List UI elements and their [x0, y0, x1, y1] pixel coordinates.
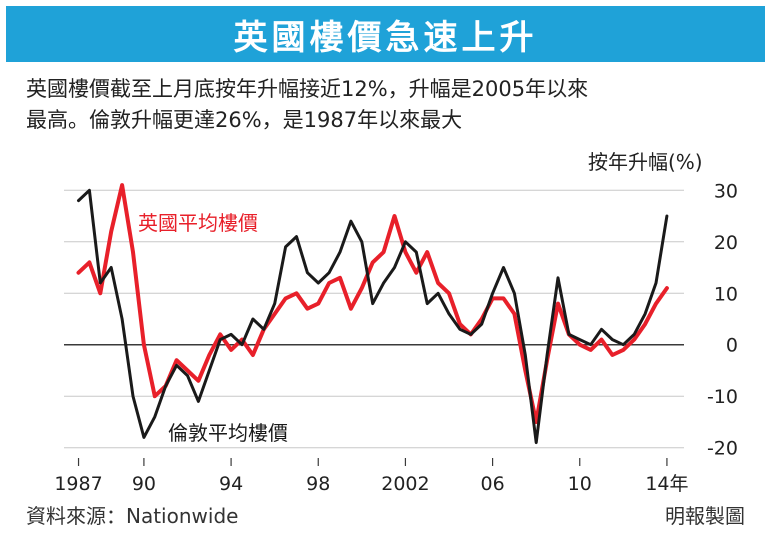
x-tick-label: 90	[132, 473, 156, 495]
description-line-2: 最高。倫敦升幅更達26%，是1987年以來最大	[26, 108, 463, 132]
description: 英國樓價截至上月底按年升幅接近12%，升幅是2005年以來 最高。倫敦升幅更達2…	[26, 74, 746, 136]
chart-title: 英國樓價急速上升	[233, 17, 538, 58]
x-tick-label: 2002	[381, 473, 429, 495]
y-tick-label: 20	[714, 232, 738, 254]
london-average-price-line	[77, 188, 669, 445]
x-tick-label: 14年	[645, 473, 688, 495]
uk-series-label: 英國平均樓價	[138, 211, 258, 235]
description-line-1: 英國樓價截至上月底按年升幅接近12%，升幅是2005年以來	[26, 77, 589, 101]
credit-note: 明報製圖	[665, 504, 745, 528]
y-tick-label: 10	[714, 283, 738, 305]
london-series-label: 倫敦平均樓價	[168, 421, 288, 445]
y-axis-unit-label: 按年升幅(%)	[588, 150, 703, 174]
title-banner: 英國樓價急速上升	[6, 6, 765, 62]
x-tick-label: 06	[480, 473, 504, 495]
x-tick-label: 1987	[54, 473, 102, 495]
x-tick-label: 94	[219, 473, 243, 495]
x-tick-label: 98	[306, 473, 330, 495]
y-tick-label: -10	[707, 386, 738, 408]
y-tick-label: 30	[714, 180, 738, 202]
y-tick-label: -20	[707, 438, 738, 460]
source-note: 資料來源：Nationwide	[26, 504, 239, 528]
y-tick-label: 0	[726, 335, 738, 357]
x-tick-label: 10	[568, 473, 592, 495]
